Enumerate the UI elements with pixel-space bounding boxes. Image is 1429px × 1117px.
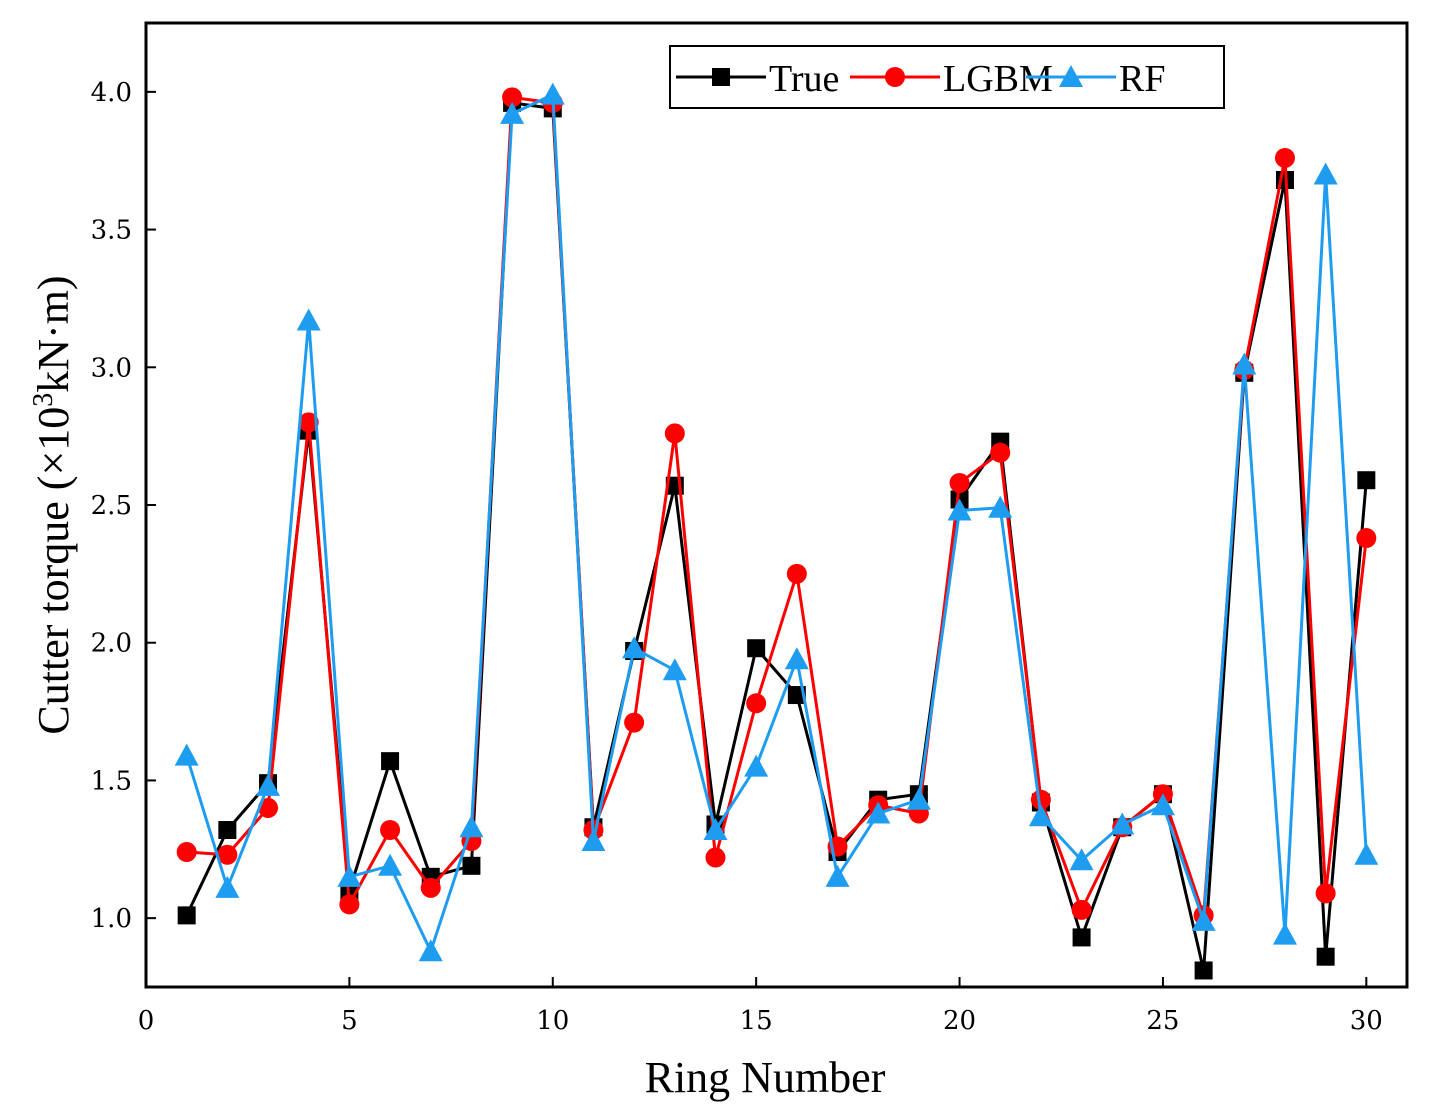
y-axis: 1.0 1.5 2.0 2.5 3.0 3.5 4.0 [91, 78, 156, 934]
data-point-rf [581, 829, 606, 852]
y-tick-label: 3.0 [91, 353, 132, 383]
data-point-rf [1110, 812, 1135, 835]
legend-marker-true [712, 68, 730, 86]
data-point-lgbm [258, 797, 279, 818]
data-point-rf [744, 754, 769, 777]
data-point-rf [703, 818, 728, 841]
data-point-true [1072, 928, 1091, 947]
y-tick-label: 3.5 [91, 216, 132, 246]
y-axis-title-unit: kN·m) [29, 275, 78, 392]
data-point-rf [1354, 842, 1379, 865]
data-point-lgbm [176, 842, 197, 863]
data-point-true [381, 752, 400, 771]
data-point-rf [1069, 848, 1094, 871]
data-point-lgbm [1071, 899, 1092, 920]
series-line-rf [185, 93, 1368, 953]
series-rf [174, 82, 1379, 962]
data-point-rf [256, 773, 281, 796]
x-axis-title: Ring Number [645, 1053, 886, 1102]
data-point-rf [1191, 908, 1216, 931]
data-point-lgbm [705, 847, 726, 868]
data-point-lgbm [949, 472, 970, 493]
legend-box [669, 45, 1225, 109]
y-tick-label: 4.0 [91, 78, 132, 108]
data-point-rf [296, 308, 321, 331]
series-line-true [185, 101, 1368, 972]
y-axis-title-superscript: 3 [28, 393, 59, 407]
data-point-lgbm [1274, 147, 1295, 168]
data-point-rf [378, 853, 403, 876]
data-point-rf [540, 82, 565, 105]
data-point-lgbm [1030, 789, 1051, 810]
data-point-rf [337, 864, 362, 887]
plot-frame [144, 21, 1409, 989]
data-point-lgbm [1315, 883, 1336, 904]
x-tick-label: 10 [536, 1006, 569, 1036]
data-point-lgbm [298, 412, 319, 433]
y-tick-label: 2.5 [91, 491, 132, 521]
data-point-true [462, 856, 481, 875]
x-tick-label: 5 [341, 1006, 358, 1036]
data-point-rf [784, 647, 809, 670]
legend: True LGBM RF [669, 45, 1225, 109]
data-point-rf [215, 875, 240, 898]
y-tick-label: 1.0 [91, 904, 132, 934]
data-point-lgbm [420, 877, 441, 898]
y-axis-title: Cutter torque (×103kN·m) [28, 275, 78, 734]
data-point-rf [866, 801, 891, 824]
series-lgbm [176, 87, 1377, 926]
data-point-lgbm [746, 693, 767, 714]
data-point-rf [622, 636, 647, 659]
legend-marker-rf [1059, 65, 1083, 87]
data-point-lgbm [1356, 528, 1377, 549]
data-point-rf [1028, 804, 1053, 827]
y-tick-label: 1.5 [91, 766, 132, 796]
x-tick-label: 25 [1146, 1006, 1179, 1036]
series-layer [174, 82, 1379, 980]
data-point-rf [418, 939, 443, 962]
series-line-lgbm [186, 95, 1368, 917]
data-point-lgbm [217, 844, 238, 865]
data-point-rf [1313, 162, 1338, 185]
data-point-lgbm [664, 423, 685, 444]
data-point-lgbm [990, 442, 1011, 463]
data-point-rf [947, 498, 972, 521]
data-point-rf [662, 658, 687, 681]
data-point-rf [906, 787, 931, 810]
series-true [177, 93, 1376, 980]
data-point-rf [500, 101, 525, 124]
legend-label-true: True [769, 58, 839, 100]
data-point-rf [825, 864, 850, 887]
data-point-rf [1272, 922, 1297, 945]
legend-marker-lgbm [885, 67, 905, 87]
data-point-rf [459, 815, 484, 838]
data-point-rf [1150, 793, 1175, 816]
data-point-true [747, 639, 766, 658]
data-point-true [1316, 947, 1335, 966]
data-point-true [1194, 961, 1213, 980]
x-tick-label: 30 [1350, 1006, 1383, 1036]
x-tick-label: 0 [138, 1006, 155, 1036]
data-point-lgbm [339, 894, 360, 915]
data-point-lgbm [502, 87, 523, 108]
y-tick-label: 2.0 [91, 629, 132, 659]
data-point-true [177, 906, 196, 925]
data-point-true [218, 821, 237, 840]
data-point-true [1357, 471, 1376, 490]
data-point-rf [174, 743, 199, 766]
data-point-lgbm [624, 712, 645, 733]
data-point-lgbm [380, 820, 401, 841]
x-axis: 0 5 10 15 20 25 30 [138, 977, 1383, 1036]
legend-label-rf: RF [1119, 58, 1165, 100]
x-tick-label: 20 [943, 1006, 976, 1036]
data-point-rf [1232, 352, 1257, 375]
data-point-rf [988, 495, 1013, 518]
y-axis-title-main: Cutter torque (×10 [29, 407, 78, 735]
x-tick-label: 15 [740, 1006, 773, 1036]
data-point-lgbm [786, 563, 807, 584]
legend-label-lgbm: LGBM [943, 58, 1053, 100]
